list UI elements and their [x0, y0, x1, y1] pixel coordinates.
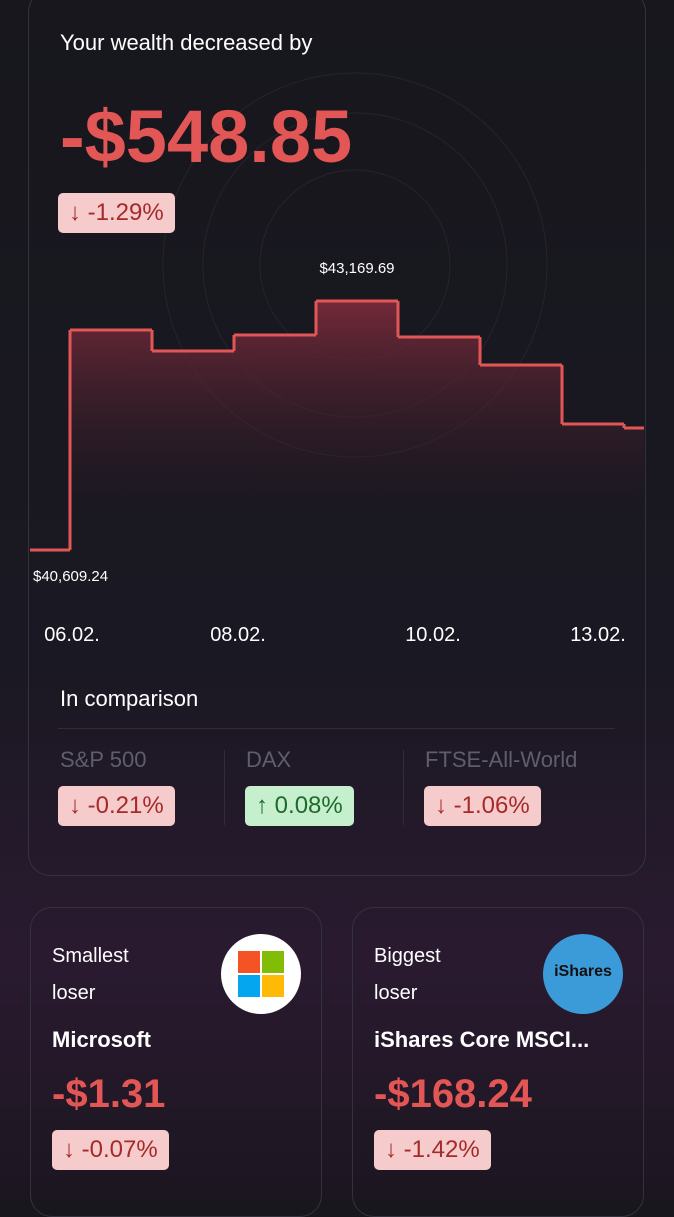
step-area	[480, 364, 562, 600]
step-area	[152, 350, 234, 600]
step-area	[624, 427, 644, 600]
index-change: -1.06%	[453, 792, 530, 819]
change-badge: ↓ -1.29%	[58, 193, 175, 233]
divider	[224, 750, 225, 825]
index-name: DAX	[246, 747, 292, 772]
summary-card	[28, 0, 646, 876]
index-badge: ↓ -0.21%	[58, 786, 175, 826]
index-change: 0.08%	[274, 792, 343, 819]
amount: -$548.85	[60, 95, 353, 178]
step-area	[398, 336, 480, 600]
x-tick-label: 06.02.	[44, 624, 100, 646]
x-tick-label: 13.02.	[570, 624, 626, 646]
min-label: $40,609.24	[33, 568, 108, 585]
index-badge: ↑ 0.08%	[245, 786, 354, 826]
step-area	[316, 300, 398, 600]
card-change: -0.07%	[81, 1136, 158, 1163]
change: -1.29%	[87, 199, 164, 226]
card-label: Biggest	[374, 945, 441, 967]
index-change: -0.21%	[87, 792, 164, 819]
logo-text: iShares	[554, 963, 612, 980]
card-label: loser	[52, 982, 96, 1004]
card-amount: -$1.31	[52, 1072, 166, 1116]
card-name: iShares Core MSCI...	[374, 1027, 590, 1052]
index-name: S&P 500	[60, 747, 147, 772]
step-area	[70, 329, 152, 600]
ishares-logo: iShares	[543, 934, 623, 1014]
x-tick-label: 10.02.	[405, 624, 461, 646]
microsoft-logo	[221, 934, 301, 1014]
divider	[58, 728, 615, 729]
max-label: $43,169.69	[319, 260, 394, 277]
card-label: Smallest	[52, 945, 129, 967]
comparison-title: In comparison	[60, 686, 199, 711]
step-area	[30, 549, 70, 600]
card-amount: -$168.24	[374, 1072, 532, 1116]
card-name: Microsoft	[52, 1027, 151, 1052]
card-change: -1.42%	[403, 1136, 480, 1163]
card-badge: ↓ -0.07%	[52, 1130, 169, 1170]
title: Your wealth decreased by	[60, 30, 313, 55]
index-badge: ↓ -1.06%	[424, 786, 541, 826]
x-tick-label: 08.02.	[210, 624, 266, 646]
step-area	[234, 334, 316, 600]
divider	[403, 750, 404, 825]
card-badge: ↓ -1.42%	[374, 1130, 491, 1170]
card-label: loser	[374, 982, 418, 1004]
step-area	[562, 423, 624, 600]
index-name: FTSE-All-World	[425, 747, 578, 772]
